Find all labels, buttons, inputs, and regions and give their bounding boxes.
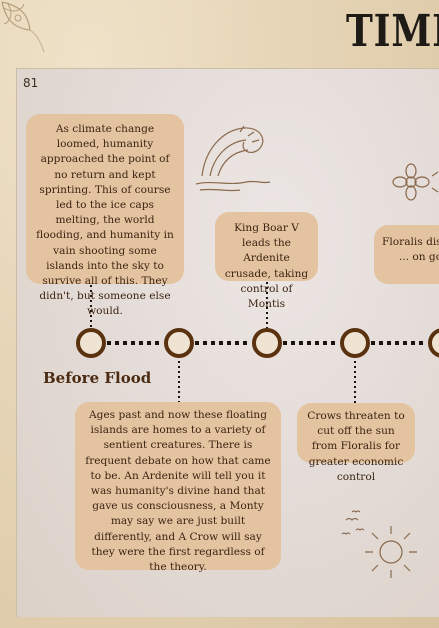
- event-bubble: Ages past and now these floating islands…: [75, 402, 281, 573]
- event-bubble: King Boar V leads the Ardenite crusade, …: [215, 212, 318, 310]
- timeline-connectors: [90, 282, 356, 403]
- timeline-node[interactable]: [252, 328, 282, 358]
- event-bubble: Crows threaten to cut off the sun from F…: [297, 403, 415, 483]
- timeline-node[interactable]: [428, 328, 439, 358]
- wave-icon: [195, 125, 271, 192]
- page-title: TIME: [346, 6, 439, 57]
- event-bubble: As climate change loomed, humanity appro…: [26, 114, 184, 317]
- era-label: Before Flood: [43, 369, 152, 387]
- sun-icon: [365, 526, 417, 578]
- timeline-node[interactable]: [340, 328, 370, 358]
- corner-ornament-icon: [1, 1, 45, 53]
- birds-icon: [341, 510, 365, 535]
- timeline-node[interactable]: [76, 328, 106, 358]
- timeline-node[interactable]: [164, 328, 194, 358]
- page-number: 81: [23, 76, 39, 90]
- flower-icon: [392, 163, 439, 201]
- event-bubble: Floralis dissolved ... on going: [374, 225, 439, 284]
